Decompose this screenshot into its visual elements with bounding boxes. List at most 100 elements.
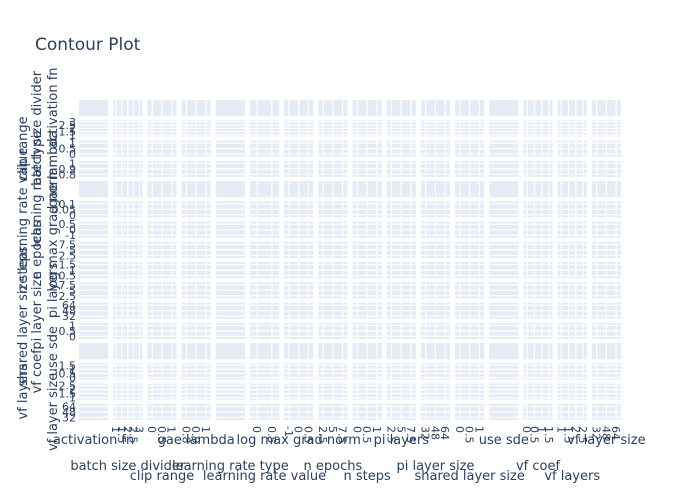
contour-panel xyxy=(284,241,314,258)
contour-panel xyxy=(352,302,382,319)
contour-panel xyxy=(318,343,348,360)
contour-panel xyxy=(386,343,416,360)
y-tick-label: 7.5 xyxy=(59,238,77,251)
panel-background xyxy=(489,343,519,360)
contour-panel xyxy=(181,160,211,177)
contour-panel xyxy=(79,343,109,360)
y-tick-label: 2.5 xyxy=(59,249,77,262)
contour-panel xyxy=(249,221,280,238)
contour-panel xyxy=(591,120,621,137)
x-tick-label: 2.5 xyxy=(127,426,140,444)
contour-panel xyxy=(455,363,485,380)
contour-panel xyxy=(591,241,621,258)
y-tick-label: 0.05 xyxy=(52,203,77,216)
panel-background xyxy=(523,181,553,198)
contour-panel xyxy=(249,343,280,360)
x-axis-title: shared layer size xyxy=(414,469,524,484)
y-tick-label: 2 xyxy=(69,384,76,397)
panel-background xyxy=(215,343,245,360)
x-axis-title: pi layer size xyxy=(396,459,474,474)
contour-panel xyxy=(215,241,245,258)
contour-panel xyxy=(557,282,587,299)
contour-panel xyxy=(318,201,348,218)
panel-background xyxy=(249,100,280,117)
contour-panel xyxy=(215,282,245,299)
contour-panel xyxy=(284,201,314,218)
contour-panel xyxy=(318,383,348,400)
contour-panel xyxy=(386,100,416,117)
contour-panel xyxy=(386,302,416,319)
contour-panel xyxy=(249,282,280,299)
panel-background xyxy=(557,181,587,198)
contour-panel xyxy=(79,363,109,380)
contour-panel xyxy=(557,322,587,339)
contour-panel xyxy=(249,160,280,177)
contour-panel xyxy=(420,140,451,157)
contour-panel xyxy=(557,100,587,117)
contour-panel xyxy=(147,322,177,339)
contour-panel xyxy=(215,343,245,360)
contour-panel xyxy=(386,160,416,177)
contour-panel xyxy=(318,140,348,157)
contour-panel xyxy=(386,262,416,279)
contour-panel xyxy=(181,120,211,137)
contour-panel xyxy=(79,120,109,137)
contour-panel xyxy=(215,201,245,218)
contour-panel xyxy=(420,181,451,198)
x-tick-label: 0.5 xyxy=(360,426,373,444)
y-tick-label: 1 xyxy=(69,392,76,405)
panel-background xyxy=(557,343,587,360)
panel-grid xyxy=(79,100,621,420)
contour-panel xyxy=(352,201,382,218)
contour-panel xyxy=(455,241,485,258)
contour-panel xyxy=(557,201,587,218)
contour-panel xyxy=(557,343,587,360)
y-tick-label: 1 xyxy=(69,137,76,150)
contour-panel xyxy=(113,322,143,339)
y-tick-label: 1 xyxy=(69,129,76,142)
y-tick-label: 0 xyxy=(69,209,76,222)
contour-panel xyxy=(284,383,314,400)
contour-panel xyxy=(386,241,416,258)
contour-panel xyxy=(557,140,587,157)
x-tick-label: 1 xyxy=(199,426,212,433)
y-tick-label: 48 xyxy=(62,305,76,318)
contour-panel xyxy=(79,383,109,400)
contour-panel xyxy=(113,403,143,420)
contour-panel xyxy=(352,383,382,400)
contour-panel xyxy=(79,302,109,319)
contour-panel xyxy=(591,282,621,299)
contour-panel xyxy=(455,160,485,177)
y-axis-title: vf layers xyxy=(16,364,31,420)
contour-panel xyxy=(352,120,382,137)
x-tick-label: 64 xyxy=(438,426,451,440)
contour-panel xyxy=(181,322,211,339)
contour-panel xyxy=(420,241,451,258)
contour-panel xyxy=(386,282,416,299)
contour-panel xyxy=(113,241,143,258)
contour-panel xyxy=(523,140,553,157)
y-tick-label: 0.9 xyxy=(59,163,77,176)
y-tick-label: 1 xyxy=(69,157,76,170)
contour-panel xyxy=(147,241,177,258)
y-tick-label: 2.5 xyxy=(59,290,77,303)
contour-panel xyxy=(523,262,553,279)
x-tick-label: 1 xyxy=(109,426,122,433)
contour-panel xyxy=(147,383,177,400)
contour-panel xyxy=(181,262,211,279)
contour-panel xyxy=(352,343,382,360)
contour-panel xyxy=(352,322,382,339)
panel-background xyxy=(215,181,245,198)
contour-panel xyxy=(386,181,416,198)
contour-panel xyxy=(420,322,451,339)
x-tick-label: 2.5 xyxy=(385,426,398,444)
contour-panel xyxy=(318,241,348,258)
contour-panel xyxy=(352,140,382,157)
contour-panel xyxy=(318,322,348,339)
contour-panel xyxy=(318,302,348,319)
contour-panel xyxy=(386,322,416,339)
x-tick-label: 48 xyxy=(599,426,612,440)
contour-panel xyxy=(181,100,211,117)
contour-panel xyxy=(557,363,587,380)
contour-panel xyxy=(455,302,485,319)
